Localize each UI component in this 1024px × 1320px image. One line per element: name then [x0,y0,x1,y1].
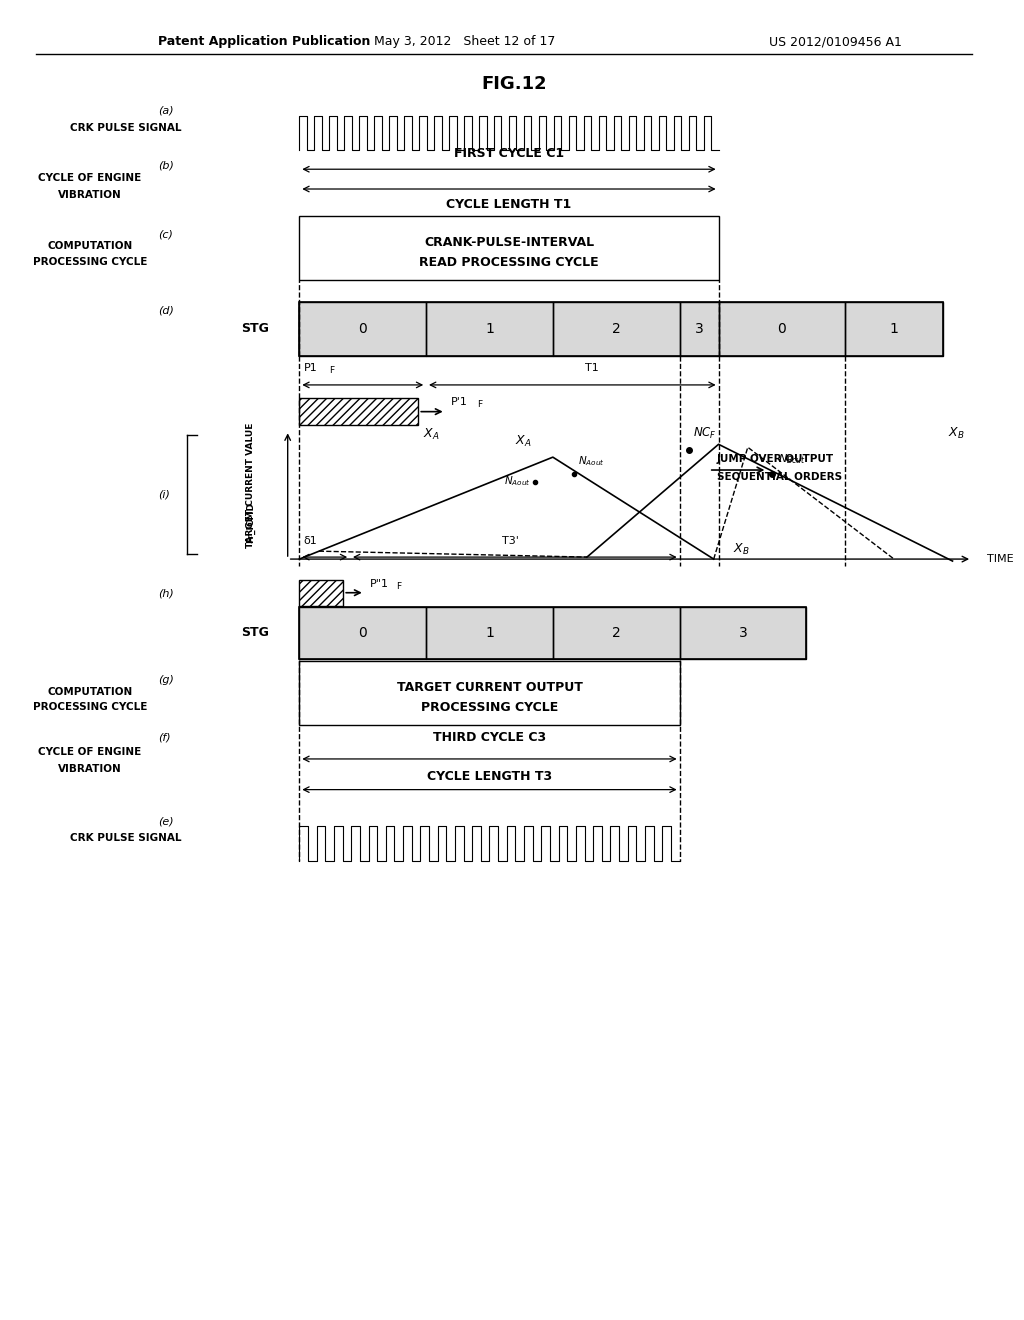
Text: CYCLE LENGTH T1: CYCLE LENGTH T1 [446,198,571,211]
Text: $X_B$: $X_B$ [947,426,965,441]
Text: $X_A$: $X_A$ [423,428,439,442]
Text: (h): (h) [158,589,174,599]
Text: F: F [329,366,334,375]
Bar [299,607,806,659]
Bar [299,215,719,280]
Text: THIRD CYCLE C3: THIRD CYCLE C3 [433,731,546,743]
Bar [553,302,680,356]
Text: T1: T1 [585,363,599,374]
Bar [426,607,553,659]
Text: (a): (a) [158,106,174,116]
Text: 1: 1 [485,322,494,337]
Text: 1: 1 [485,626,494,640]
Text: COMPUTATION: COMPUTATION [47,242,132,251]
Bar [299,579,343,606]
Text: COMPUTATION: COMPUTATION [47,686,132,697]
Text: STG: STG [242,322,269,335]
Text: 1: 1 [890,322,898,337]
Text: READ PROCESSING CYCLE: READ PROCESSING CYCLE [419,256,599,269]
Text: FIG.12: FIG.12 [481,75,547,94]
Text: 2: 2 [611,626,621,640]
Bar [299,661,680,725]
Text: SEQUENTIAL ORDERS: SEQUENTIAL ORDERS [717,473,842,482]
Text: CRK PULSE SIGNAL: CRK PULSE SIGNAL [71,833,182,843]
Text: F: F [477,400,482,409]
Text: F: F [396,582,401,591]
Text: (i): (i) [158,490,170,500]
Text: VIBRATION: VIBRATION [58,764,122,774]
Bar [299,607,426,659]
Text: $N_{Aout}$: $N_{Aout}$ [504,474,530,487]
Text: PROCESSING CYCLE: PROCESSING CYCLE [33,702,147,713]
Bar [845,302,943,356]
Text: PROCESSING CYCLE: PROCESSING CYCLE [421,701,558,714]
Text: 0: 0 [358,626,368,640]
Text: 0: 0 [777,322,786,337]
Text: STG: STG [242,626,269,639]
Text: P'1: P'1 [451,397,467,407]
Text: US 2012/0109456 A1: US 2012/0109456 A1 [769,36,902,48]
Text: δ1: δ1 [303,536,317,546]
Text: JUMP OVER OUTPUT: JUMP OVER OUTPUT [717,454,834,465]
Bar [299,302,426,356]
Text: $N_{Bcut}$: $N_{Bcut}$ [778,453,806,466]
Text: TARGET CURRENT OUTPUT: TARGET CURRENT OUTPUT [396,681,583,694]
Text: May 3, 2012   Sheet 12 of 17: May 3, 2012 Sheet 12 of 17 [375,36,556,48]
Text: TIME: TIME [987,554,1014,564]
Text: (c): (c) [158,230,173,239]
Text: Patent Application Publication: Patent Application Publication [158,36,371,48]
Text: (f): (f) [158,733,171,742]
Text: PROCESSING CYCLE: PROCESSING CYCLE [33,257,147,267]
Text: FIRST CYCLE C1: FIRST CYCLE C1 [454,147,564,160]
Bar [719,302,845,356]
Bar [299,302,943,356]
Text: (b): (b) [158,160,174,170]
Text: (d): (d) [158,306,174,315]
Bar [680,302,719,356]
Text: P1: P1 [304,363,318,374]
Bar [680,607,806,659]
Bar [426,302,553,356]
Text: 0: 0 [358,322,368,337]
Text: $NC_F$: $NC_F$ [693,426,717,441]
Text: TARGET CURRENT VALUE: TARGET CURRENT VALUE [246,422,255,548]
Text: 3: 3 [738,626,748,640]
Text: (e): (e) [158,816,174,826]
Text: CYCLE OF ENGINE: CYCLE OF ENGINE [38,173,141,183]
Text: (g): (g) [158,675,174,685]
Text: CYCLE LENGTH T3: CYCLE LENGTH T3 [427,771,552,783]
Text: P"1: P"1 [370,578,388,589]
Text: 3: 3 [694,322,703,337]
Text: CRANK-PULSE-INTERVAL: CRANK-PULSE-INTERVAL [424,236,594,249]
Bar [299,397,419,425]
Text: T3': T3' [502,536,518,546]
Text: $N_{Aout}$: $N_{Aout}$ [579,454,605,467]
Text: $X_B$: $X_B$ [733,543,750,557]
Text: 2: 2 [611,322,621,337]
Text: CYCLE OF ENGINE: CYCLE OF ENGINE [38,747,141,758]
Text: VIBRATION: VIBRATION [58,190,122,199]
Text: Fr_ICMD: Fr_ICMD [246,502,255,543]
Text: $X_A$: $X_A$ [515,434,531,449]
Bar [553,607,680,659]
Text: CRK PULSE SIGNAL: CRK PULSE SIGNAL [71,123,182,133]
